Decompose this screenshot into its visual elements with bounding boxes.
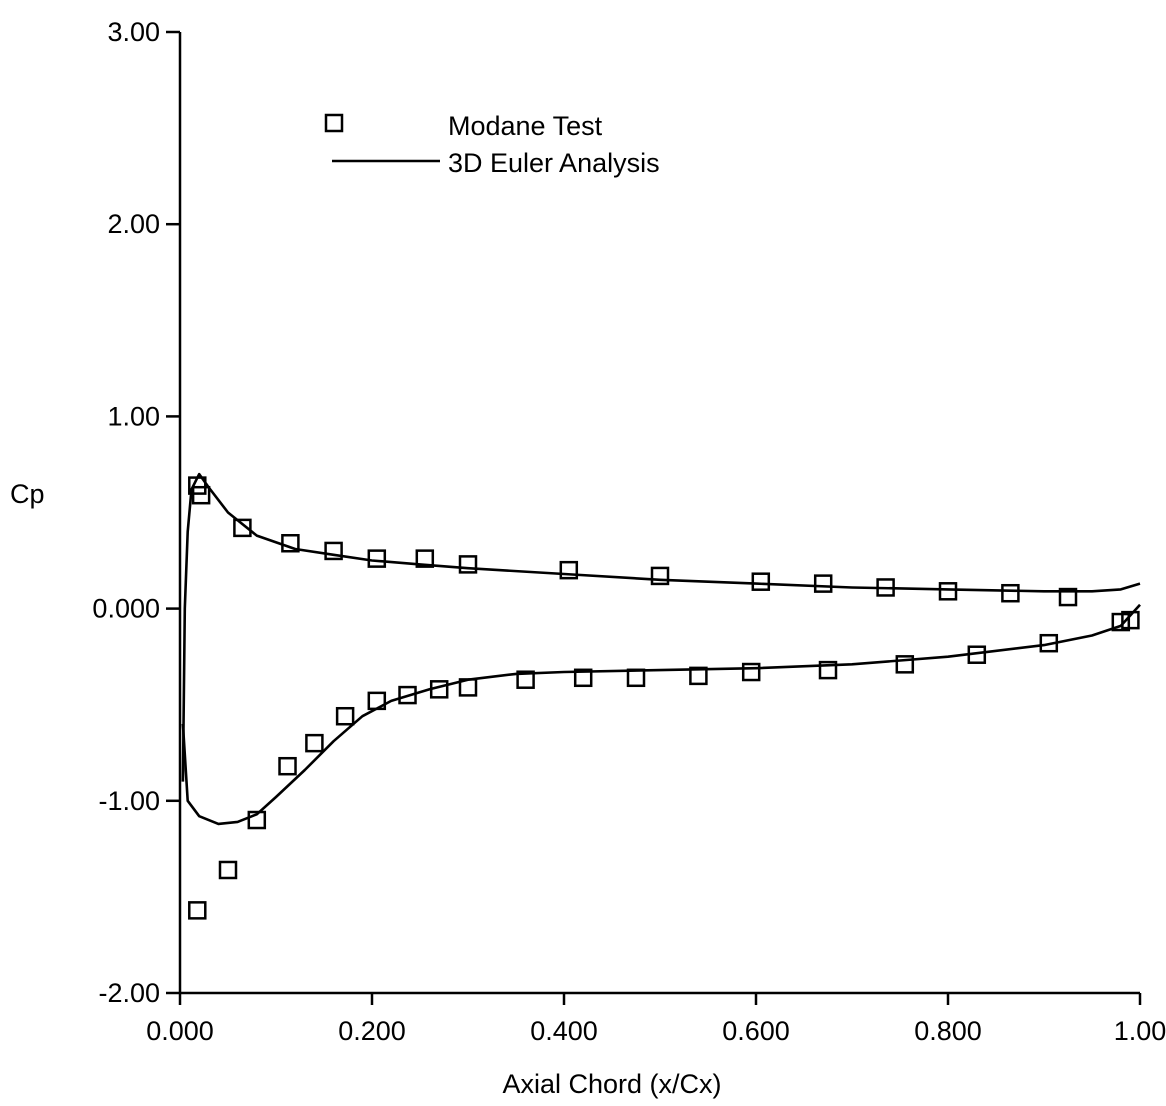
modane-test-point bbox=[573, 668, 593, 688]
legend-square-marker bbox=[324, 113, 344, 133]
x-tick-label: 1.00 bbox=[1114, 1016, 1166, 1046]
x-tick-label: 0.200 bbox=[338, 1016, 406, 1046]
modane-test-point bbox=[367, 691, 387, 711]
modane-test-point bbox=[813, 574, 833, 593]
modane-test-point bbox=[281, 534, 300, 553]
modane-test-point bbox=[741, 662, 761, 682]
x-tick-label: 0.400 bbox=[530, 1016, 598, 1046]
modane-test-point bbox=[876, 578, 895, 597]
modane-test-point bbox=[247, 810, 267, 830]
series-lines bbox=[181, 472, 1141, 826]
modane-test-point bbox=[938, 582, 958, 601]
legend: Modane Test 3D Euler Analysis bbox=[324, 111, 660, 178]
modane-test-point bbox=[1121, 610, 1140, 630]
euler-line-lower bbox=[181, 603, 1141, 826]
y-tick-label: -1.00 bbox=[98, 786, 160, 816]
modane-test-point bbox=[650, 566, 670, 586]
y-tick-label: 2.00 bbox=[107, 209, 160, 239]
modane-test-point bbox=[191, 485, 211, 505]
modane-test-point bbox=[415, 549, 435, 568]
modane-test-point bbox=[1058, 587, 1078, 607]
modane-test-point bbox=[1001, 583, 1020, 603]
modane-test-point bbox=[305, 733, 324, 753]
modane-test-point bbox=[324, 541, 343, 561]
modane-test-point bbox=[516, 670, 535, 689]
y-tick-label: -2.00 bbox=[98, 978, 160, 1008]
y-tick-label: 3.00 bbox=[107, 17, 160, 47]
modane-test-point bbox=[367, 549, 387, 568]
modane-test-point bbox=[335, 706, 355, 726]
modane-test-point bbox=[188, 901, 207, 920]
axes bbox=[178, 32, 1140, 995]
x-axis-label: Axial Chord (x/Cx) bbox=[502, 1069, 721, 1099]
legend-label-modane-test: Modane Test bbox=[448, 111, 603, 141]
modane-test-point bbox=[429, 680, 449, 699]
modane-test-point bbox=[689, 666, 708, 686]
modane-test-point bbox=[278, 756, 297, 776]
modane-test-point bbox=[1111, 612, 1131, 632]
modane-test-point bbox=[218, 860, 238, 880]
y-ticks: 3.00 2.00 1.00 0.000 -1.00 -2.00 bbox=[92, 17, 180, 1008]
y-axis-label: Cp bbox=[10, 479, 45, 509]
x-tick-label: 0.600 bbox=[722, 1016, 790, 1046]
modane-test-point bbox=[188, 476, 207, 495]
x-tick-label: 0.000 bbox=[146, 1016, 214, 1046]
modane-test-point bbox=[398, 685, 417, 705]
modane-test-point bbox=[895, 655, 915, 674]
modane-test-point bbox=[818, 660, 838, 680]
modane-test-point bbox=[1039, 633, 1059, 653]
y-tick-label: 1.00 bbox=[107, 401, 160, 431]
y-tick-label: 0.000 bbox=[92, 594, 160, 624]
series-markers bbox=[188, 476, 1140, 920]
modane-test-point bbox=[233, 518, 252, 538]
modane-test-point bbox=[751, 572, 771, 591]
modane-test-point bbox=[458, 555, 478, 574]
euler-line-upper bbox=[181, 472, 1141, 782]
x-ticks: 0.000 0.200 0.400 0.600 0.800 1.00 bbox=[146, 993, 1166, 1046]
modane-test-point bbox=[626, 668, 646, 688]
modane-test-point bbox=[967, 645, 987, 664]
legend-label-3d-euler-analysis: 3D Euler Analysis bbox=[448, 148, 660, 178]
x-tick-label: 0.800 bbox=[914, 1016, 982, 1046]
modane-test-point bbox=[458, 678, 478, 697]
modane-test-point bbox=[559, 560, 579, 580]
